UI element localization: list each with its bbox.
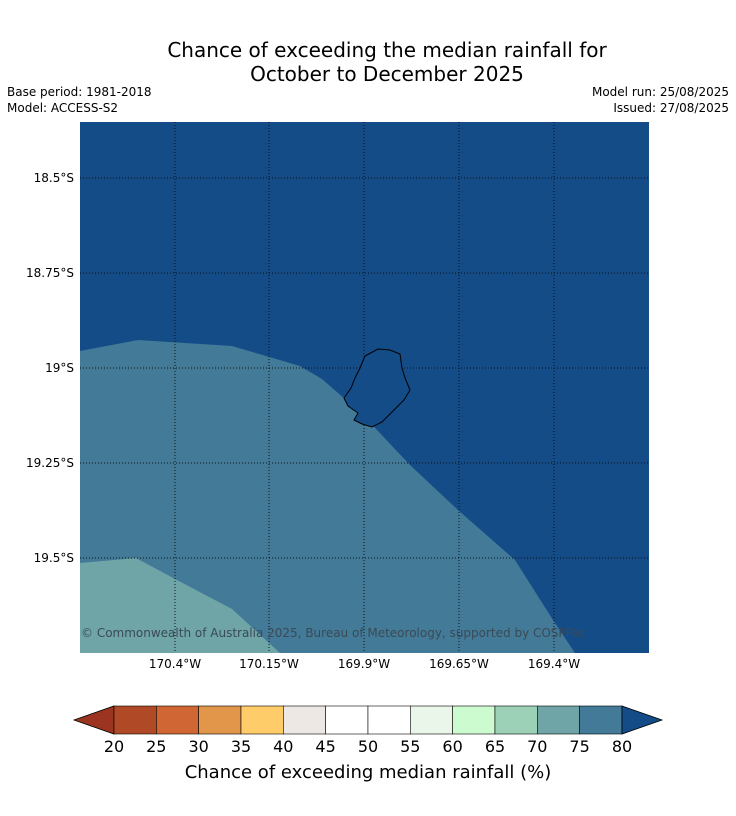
colorbar-tick-label: 45	[315, 737, 336, 756]
title-line-1: Chance of exceeding the median rainfall …	[167, 38, 607, 62]
colorbar-tick-label: 50	[357, 737, 379, 756]
colorbar-cell	[283, 705, 326, 735]
colorbar-tick-label: 30	[188, 737, 209, 756]
colorbar-cell	[198, 705, 242, 735]
colorbar-cells	[113, 705, 623, 735]
lon-label-2: 170.15°W	[239, 657, 299, 671]
colorbar-tick-label: 60	[442, 737, 463, 756]
meta-left: Base period: 1981-2018 Model: ACCESS-S2	[7, 84, 152, 116]
issued-date: Issued: 27/08/2025	[613, 101, 729, 115]
colorbar-tick-label: 20	[103, 737, 125, 756]
colorbar-cell	[240, 705, 284, 735]
colorbar-tick-label: 75	[569, 737, 590, 756]
colorbar-label: Chance of exceeding median rainfall (%)	[184, 762, 552, 783]
colorbar-cell	[325, 705, 369, 735]
colorbar-cell	[452, 705, 496, 735]
colorbar-tick-label: 40	[273, 737, 294, 756]
lat-label-4: 19.25°S	[26, 456, 74, 470]
cb-under-arrow	[72, 705, 115, 735]
lon-label-3: 169.9°W	[337, 657, 391, 671]
colorbar-cell	[494, 705, 538, 735]
colorbar-cell	[367, 705, 411, 735]
niue-island-outline	[343, 348, 411, 428]
model-run: Model run: 25/08/2025	[591, 85, 729, 99]
colorbar-tick-label: 65	[484, 737, 506, 756]
lon-label-5: 169.4°W	[527, 657, 581, 671]
title-line-2: October to December 2025	[250, 62, 524, 86]
lon-label-4: 169.65°W	[429, 657, 489, 671]
lat-label-1: 18.5°S	[33, 171, 74, 185]
lat-label-2: 18.75°S	[26, 266, 74, 280]
colorbar-cell	[156, 705, 199, 735]
gridlines	[80, 122, 649, 653]
cb-over-arrow	[621, 705, 664, 735]
colorbar-tick-label: 80	[611, 737, 633, 756]
zone-70-75	[80, 558, 280, 653]
base-period: Base period: 1981-2018	[7, 85, 152, 99]
colorbar-tick-label: 70	[527, 737, 548, 756]
model-name: Model: ACCESS-S2	[7, 101, 119, 115]
colorbar-tick-label: 35	[230, 737, 252, 756]
colorbar-cell	[536, 705, 580, 735]
copyright-notice: © Commonwealth of Australia 2025, Bureau…	[81, 626, 587, 640]
meta-right: Model run: 25/08/2025 Issued: 27/08/2025	[592, 84, 729, 116]
colorbar-cell	[579, 705, 623, 735]
colorbar-cell	[410, 705, 453, 735]
lon-label-1: 170.4°W	[148, 657, 202, 671]
colorbar-cell	[113, 705, 157, 735]
colorbar-tick-label: 55	[400, 737, 421, 756]
lat-label-3: 19°S	[45, 361, 74, 375]
map-title: Chance of exceeding the median rainfall …	[0, 38, 736, 86]
colorbar-tick-label: 25	[146, 737, 167, 756]
lat-label-5: 19.5°S	[33, 551, 74, 565]
zone-75-80	[80, 340, 575, 653]
